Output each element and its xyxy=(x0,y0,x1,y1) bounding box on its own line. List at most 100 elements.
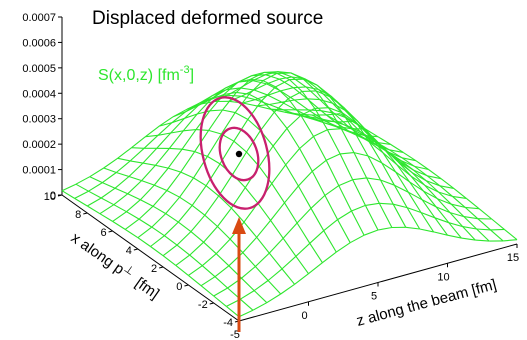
mesh-line xyxy=(207,155,221,165)
svg-text:x along p⊥[fm]: x along p⊥[fm] xyxy=(68,228,164,303)
vertical-tick-label: 0.0007 xyxy=(22,12,56,24)
mesh-line xyxy=(189,241,204,256)
mesh-line xyxy=(87,197,102,207)
x-tick-mark xyxy=(57,194,63,197)
mesh-line xyxy=(356,122,370,143)
mesh-line xyxy=(298,170,313,187)
mesh-line xyxy=(267,268,283,281)
mesh-line xyxy=(227,87,241,96)
mesh-line xyxy=(206,133,222,157)
mesh-line xyxy=(424,184,439,193)
mesh-line xyxy=(153,167,169,186)
mesh-line xyxy=(339,113,353,122)
mesh-line xyxy=(197,110,211,115)
mesh-line xyxy=(248,93,262,102)
mesh-line xyxy=(296,222,311,244)
mesh-line xyxy=(435,206,451,214)
mesh-line xyxy=(426,175,441,187)
mesh-line xyxy=(378,203,393,228)
mesh-line xyxy=(411,172,426,186)
mesh-line xyxy=(337,210,352,221)
mesh-line xyxy=(376,141,391,145)
mesh-line xyxy=(434,217,449,224)
mesh-line xyxy=(363,134,378,138)
mesh-line xyxy=(88,182,103,192)
mesh-line xyxy=(326,113,341,116)
mesh-line xyxy=(256,105,271,110)
vertical-axis-ticks: 0 0.0001 0.0002 0.0003 0.0004 0.0005 0.0006 0.0… xyxy=(22,12,62,202)
mesh-line xyxy=(184,104,199,119)
mesh-line xyxy=(354,132,369,157)
mesh-line xyxy=(145,125,160,138)
mesh-line xyxy=(61,190,75,199)
mesh-line xyxy=(268,252,283,270)
mesh-line xyxy=(252,74,266,82)
mesh-line xyxy=(177,205,193,223)
mesh-line xyxy=(368,141,384,154)
mesh-line xyxy=(129,147,145,162)
mesh-line xyxy=(269,101,282,106)
mesh-line xyxy=(157,132,171,136)
mesh-line xyxy=(425,180,439,193)
mesh-line xyxy=(382,152,397,173)
mesh-line xyxy=(363,134,377,143)
mesh-line xyxy=(268,237,284,254)
mesh-line xyxy=(402,151,417,162)
x-tick-mark xyxy=(108,230,113,233)
mesh-line xyxy=(272,145,287,166)
mesh-line xyxy=(491,218,505,230)
mesh-line xyxy=(189,254,203,267)
mesh-line xyxy=(194,151,208,157)
mesh-line xyxy=(88,190,102,199)
mesh-line xyxy=(290,72,305,80)
mesh-line xyxy=(380,179,394,205)
mesh-line xyxy=(296,207,312,224)
mesh-line xyxy=(162,244,178,257)
mesh-line xyxy=(423,190,437,208)
mesh-line xyxy=(325,114,339,123)
mesh-line xyxy=(449,212,464,227)
mesh-line xyxy=(365,202,380,206)
mesh-line xyxy=(405,226,420,230)
mesh-line xyxy=(247,118,261,132)
mesh-line xyxy=(281,99,295,103)
mesh-line xyxy=(389,149,404,153)
mesh-line xyxy=(410,175,424,192)
mesh-line xyxy=(158,116,174,127)
mesh-line xyxy=(140,184,155,201)
mesh-line xyxy=(114,187,128,195)
mesh-line xyxy=(295,255,309,275)
mesh-line xyxy=(307,98,320,101)
mesh-line xyxy=(314,107,329,109)
mesh-line xyxy=(213,295,227,307)
mesh-line xyxy=(376,141,390,151)
mesh-line xyxy=(414,165,428,177)
mesh-line xyxy=(213,287,228,297)
mesh-line xyxy=(114,176,130,189)
x-tick-label: -2 xyxy=(198,299,208,311)
mesh-line xyxy=(265,71,279,76)
mesh-line xyxy=(320,110,334,114)
mesh-line xyxy=(164,221,179,237)
mesh-line xyxy=(127,180,142,195)
mesh-line xyxy=(175,254,191,266)
mesh-line xyxy=(215,253,230,267)
mesh-line xyxy=(434,217,448,236)
mesh-line xyxy=(171,111,187,124)
mesh-line xyxy=(311,159,327,172)
mesh-line xyxy=(337,219,351,243)
mesh-line xyxy=(255,252,270,267)
mesh-line xyxy=(169,147,183,150)
mesh-line xyxy=(271,183,285,204)
mesh-line xyxy=(330,95,346,111)
mesh-line xyxy=(200,276,216,287)
mesh-line xyxy=(209,109,223,112)
mesh-line xyxy=(299,135,314,149)
mesh-line xyxy=(318,89,332,97)
mesh-line xyxy=(349,234,365,244)
mesh-line xyxy=(367,155,383,164)
mesh-line xyxy=(218,174,234,197)
mesh-line xyxy=(311,171,326,196)
mesh-line xyxy=(344,110,360,126)
mesh-line xyxy=(168,167,181,173)
